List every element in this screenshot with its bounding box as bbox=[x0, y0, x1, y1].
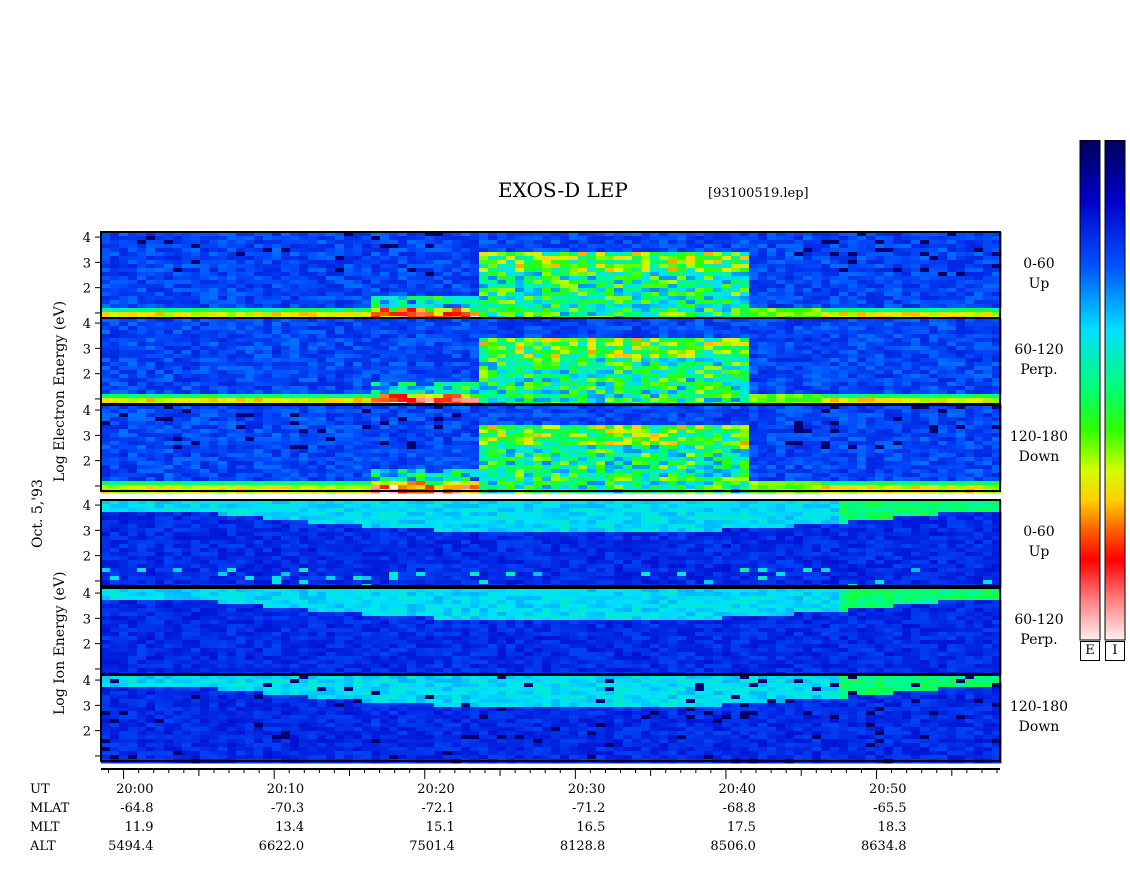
panel-frame bbox=[100, 499, 1001, 587]
pitch-label-0: 0-60 Up bbox=[1004, 254, 1074, 294]
chart-title: EXOS-D LEP bbox=[498, 178, 628, 202]
y-tick-label: 3 bbox=[83, 256, 91, 271]
colorbars bbox=[1079, 140, 1126, 641]
info-row-label: MLAT bbox=[30, 801, 70, 816]
y-tick-label: 3 bbox=[83, 699, 91, 714]
info-row-value: 8128.8 bbox=[559, 839, 606, 854]
panel-frame bbox=[100, 404, 1001, 492]
pitch-label-2: 120-180 Down bbox=[1004, 427, 1074, 467]
panel-frame bbox=[100, 674, 1001, 762]
y-tick-label: 4 bbox=[83, 674, 91, 689]
pitch-direction: Up bbox=[1028, 276, 1050, 292]
y-tick-label: 2 bbox=[83, 455, 91, 470]
colorbar-label-i: I bbox=[1105, 641, 1125, 661]
y-tick-label: 3 bbox=[83, 524, 91, 539]
info-row-value: 5494.4 bbox=[108, 839, 154, 854]
y-tick-label: 3 bbox=[83, 612, 91, 627]
info-row-value: 7501.4 bbox=[409, 839, 455, 854]
pitch-direction: Perp. bbox=[1020, 362, 1058, 378]
pitch-range: 0-60 bbox=[1023, 256, 1055, 272]
x-tick-label: 20:40 bbox=[718, 782, 756, 797]
pitch-direction: Up bbox=[1028, 544, 1050, 560]
info-row-value: -72.1 bbox=[421, 801, 455, 816]
info-row-value: 8506.0 bbox=[710, 839, 756, 854]
x-tick-label: 20:20 bbox=[417, 782, 455, 797]
electron-axis-label: Log Electron Energy (eV) bbox=[52, 300, 68, 482]
spectrogram-panel-electron-0-60 bbox=[100, 231, 1002, 321]
info-row-value: 13.4 bbox=[275, 820, 305, 835]
info-row-label: UT bbox=[30, 782, 50, 797]
pitch-range: 60-120 bbox=[1014, 612, 1064, 628]
x-tick-label: 20:10 bbox=[266, 782, 305, 797]
y-tick-label: 4 bbox=[83, 499, 91, 514]
info-row-value: 16.5 bbox=[576, 820, 606, 835]
spectrogram-panel-ion-60-120 bbox=[100, 587, 1002, 677]
pitch-range: 60-120 bbox=[1014, 342, 1064, 358]
y-tick-label: 3 bbox=[83, 429, 91, 444]
pitch-label-5: 120-180 Down bbox=[1004, 697, 1074, 737]
y-tick-label: 2 bbox=[83, 550, 91, 565]
spectrogram-panel-ion-0-60 bbox=[100, 499, 1002, 589]
ion-colorbar bbox=[1104, 140, 1126, 641]
spectrogram-panel-electron-120-180 bbox=[100, 404, 1002, 494]
pitch-direction: Perp. bbox=[1020, 632, 1058, 648]
y-tick-label: 2 bbox=[83, 638, 91, 653]
y-tick-label: 4 bbox=[83, 317, 91, 332]
info-row-value: 17.5 bbox=[726, 820, 756, 835]
x-tick-label: 20:30 bbox=[567, 782, 606, 797]
pitch-range: 120-180 bbox=[1009, 429, 1069, 445]
y-tick-label: 2 bbox=[83, 725, 91, 740]
y-tick-label: 4 bbox=[83, 404, 91, 419]
info-row-value: -70.3 bbox=[270, 801, 305, 816]
y-tick-label: 2 bbox=[83, 282, 91, 297]
spectrogram-panel-electron-60-120 bbox=[100, 317, 1002, 407]
info-row-label: ALT bbox=[30, 839, 56, 854]
y-tick-label: 4 bbox=[83, 587, 91, 602]
pitch-direction: Down bbox=[1018, 449, 1060, 465]
info-row-value: -71.2 bbox=[572, 801, 606, 816]
spectrogram-panel-ion-120-180 bbox=[100, 674, 1002, 764]
x-tick-label: 20:00 bbox=[116, 782, 154, 797]
info-row-value: -65.5 bbox=[873, 801, 907, 816]
y-tick-label: 3 bbox=[83, 342, 91, 357]
colorbar-label-e: E bbox=[1080, 641, 1100, 661]
info-row-value: 8634.8 bbox=[861, 839, 907, 854]
file-label: [93100519.lep] bbox=[708, 186, 809, 201]
info-row-value: -64.8 bbox=[120, 801, 154, 816]
pitch-label-4: 60-120 Perp. bbox=[1004, 610, 1074, 650]
info-row-value: 6622.0 bbox=[258, 839, 305, 854]
x-tick-label: 20:50 bbox=[869, 782, 907, 797]
pitch-range: 120-180 bbox=[1009, 699, 1069, 715]
ion-axis-label: Log Ion Energy (eV) bbox=[52, 571, 68, 715]
info-row-value: -68.8 bbox=[722, 801, 756, 816]
pitch-range: 0-60 bbox=[1023, 524, 1055, 540]
info-row-label: MLT bbox=[30, 820, 60, 835]
date-label: Oct. 5,'93 bbox=[30, 479, 46, 548]
y-tick-label: 4 bbox=[83, 231, 91, 246]
info-row-value: 15.1 bbox=[425, 820, 455, 835]
pitch-label-1: 60-120 Perp. bbox=[1004, 340, 1074, 380]
pitch-direction: Down bbox=[1018, 719, 1060, 735]
info-row-value: 11.9 bbox=[124, 820, 154, 835]
electron-colorbar bbox=[1079, 140, 1101, 641]
y-tick-label: 2 bbox=[83, 368, 91, 383]
info-row-value: 18.3 bbox=[877, 820, 907, 835]
pitch-label-3: 0-60 Up bbox=[1004, 522, 1074, 562]
